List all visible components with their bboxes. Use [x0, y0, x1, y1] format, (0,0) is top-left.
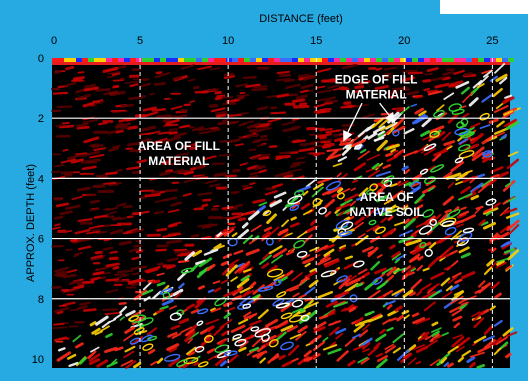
y-tick-label: 8: [38, 294, 44, 306]
x-tick-label: 10: [222, 35, 234, 47]
annotation-arrow: [379, 102, 396, 124]
radar-texture: [51, 63, 521, 369]
gridlines: [52, 58, 510, 368]
y-tick-label: 0: [38, 53, 44, 65]
x-tick-label: 5: [137, 35, 143, 47]
y-axis-label: APPROX. DEPTH (feet): [25, 164, 37, 282]
x-axis-label: DISTANCE (feet): [259, 13, 343, 25]
annotation-label: AREA OF FILL MATERIAL: [138, 139, 220, 168]
x-tick-label: 25: [486, 35, 498, 47]
annotation-label: EDGE OF FILL MATERIAL: [335, 73, 418, 102]
x-tick-label: 0: [51, 35, 57, 47]
x-tick-label: 20: [398, 35, 410, 47]
y-tick-label: 10: [32, 354, 44, 366]
annotation-arrow: [343, 102, 363, 142]
x-tick-label: 15: [310, 35, 322, 47]
annotation-label: AREA OF NATIVE SOIL: [349, 190, 423, 219]
y-tick-label: 2: [38, 113, 44, 125]
y-tick-label: 4: [38, 173, 44, 185]
y-tick-label: 6: [38, 234, 44, 246]
plot-area: [52, 58, 510, 368]
corner-strip: [440, 0, 528, 14]
surface-strip: [52, 58, 514, 65]
